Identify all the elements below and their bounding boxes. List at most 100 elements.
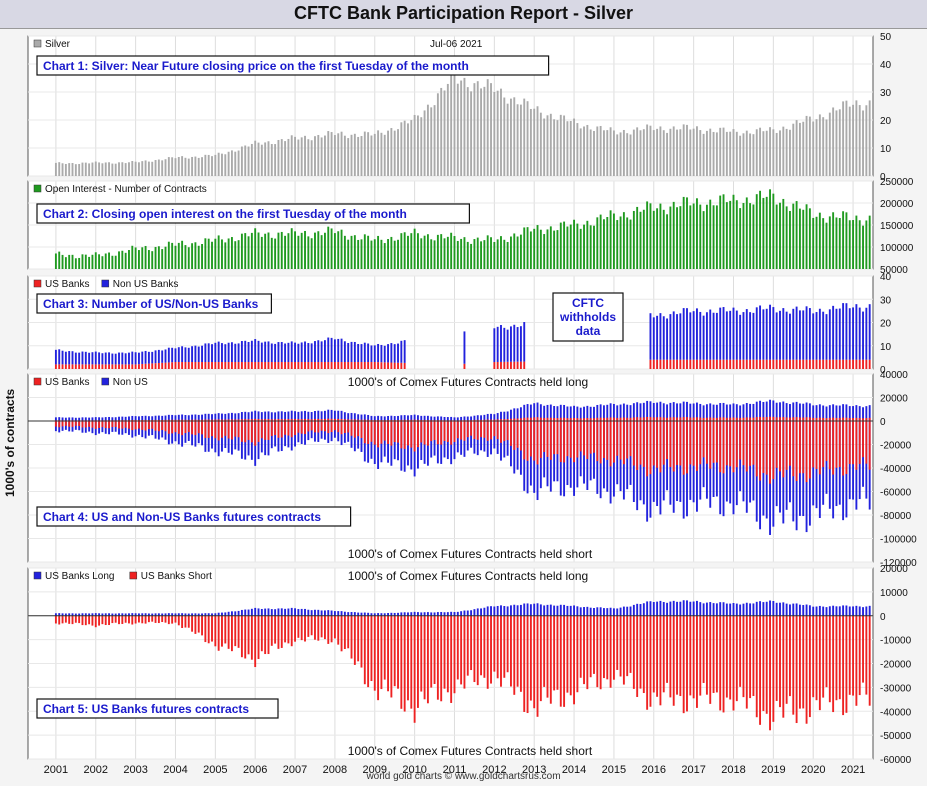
non-us-long-bar [446,417,449,421]
us-short-bar [221,421,223,438]
us-short-bar [868,421,871,470]
legend-label: US Banks [45,377,89,388]
us-banks-bar [769,359,771,369]
legend-label: US Banks [45,279,89,290]
us-banks-long-bar [456,611,459,616]
us-short-bar [147,421,150,430]
us-banks-short-bar [616,615,619,670]
us-banks-long-bar [603,608,605,616]
non-us-banks-bar [798,310,801,360]
us-banks-short-bar [719,615,722,711]
y-tick-label: -60000 [880,755,912,766]
non-us-long-bar [516,408,519,421]
non-us-banks-bar [320,341,323,363]
non-us-long-bar [108,416,110,421]
non-us-long-bar [470,416,473,421]
us-long-bar [739,417,742,421]
us-banks-short-bar [689,615,692,696]
silver-price-bar [353,133,356,176]
us-banks-short-bar [456,615,459,680]
non-us-banks-bar [792,308,795,360]
us-banks-short-bar [852,615,855,696]
non-us-long-bar [832,404,835,421]
open-interest-bar [98,254,101,269]
us-short-bar [54,421,57,427]
us-banks-short-bar [360,615,363,668]
us-banks-bar [725,359,728,369]
non-us-long-bar [769,399,771,421]
open-interest-bar [436,234,439,269]
us-banks-short-bar [204,615,207,643]
silver-price-bar [725,131,728,176]
us-banks-bar [250,362,253,369]
us-banks-bar [217,362,220,369]
y-tick-label: 40 [880,272,892,283]
non-us-banks-bar [705,312,708,360]
us-banks-bar [789,359,791,369]
us-banks-short-bar [314,615,316,640]
non-us-banks-bar [304,341,306,363]
open-interest-bar [317,231,320,269]
us-long-bar [629,417,632,421]
us-banks-long-bar [267,608,270,616]
us-long-bar [722,417,725,421]
us-banks-long-bar [453,612,456,616]
us-banks-long-bar [68,613,71,616]
open-interest-bar [782,198,785,269]
us-banks-long-bar [526,603,529,616]
silver-price-bar [430,107,433,176]
us-short-bar [270,421,273,436]
us-short-bar [314,421,316,433]
non-us-long-bar [586,405,589,421]
us-banks-short-bar [111,615,114,624]
us-banks-short-bar [370,615,373,682]
silver-price-bar [679,129,682,176]
non-us-long-bar [440,416,443,421]
us-long-bar [652,417,655,421]
us-short-bar [387,421,389,444]
us-banks-short-bar [762,615,765,711]
us-long-bar [287,419,290,421]
us-banks-short-bar [410,615,413,709]
non-us-long-bar [862,407,864,421]
us-banks-bar [649,359,652,369]
us-banks-short-bar [679,615,682,697]
us-short-bar [742,421,745,466]
us-long-bar [483,419,486,421]
us-banks-bar [852,359,855,369]
non-us-long-bar [353,413,356,421]
us-banks-short-bar [865,615,868,695]
y-tick-label: 30 [880,88,892,99]
non-us-banks-bar [838,308,841,360]
us-short-bar [865,421,868,464]
non-us-long-bar [642,402,645,421]
us-banks-bar [798,359,801,369]
us-banks-long-bar [745,602,748,616]
us-banks-long-bar [407,612,409,616]
legend-swatch [101,377,110,386]
us-long-bar [320,419,323,421]
non-us-banks-bar [862,311,864,360]
us-short-bar [769,421,771,484]
silver-price-bar [181,156,184,176]
us-long-bar [825,418,828,421]
open-interest-bar [795,201,798,269]
us-long-bar [832,417,835,421]
us-banks-long-bar [782,602,785,616]
us-short-bar [333,421,336,431]
silver-price-bar [390,128,393,176]
us-long-bar [529,417,532,421]
us-banks-short-bar [157,615,160,624]
non-us-long-bar [506,411,509,421]
us-banks-long-bar [181,613,184,616]
us-short-bar [234,421,237,437]
us-long-bar [187,419,190,421]
us-short-bar [250,421,253,443]
title-bar [0,0,927,29]
us-banks-short-bar [815,615,818,701]
non-us-banks-bar [649,313,652,360]
non-us-banks-bar [350,341,353,363]
silver-price-bar [68,163,71,176]
non-us-banks-bar [254,339,257,363]
us-banks-long-bar [868,605,871,616]
